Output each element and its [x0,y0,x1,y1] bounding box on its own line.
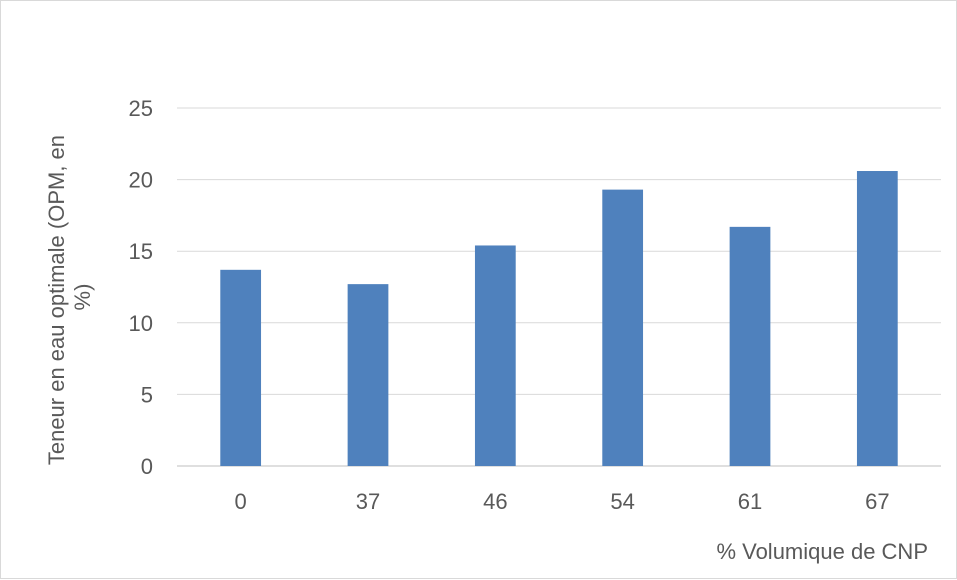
y-tick-label: 5 [141,382,153,407]
y-axis-title-line-1: Teneur en eau optimale (OPM, en [44,135,69,465]
y-tick-labels: 0 5 10 15 20 25 [129,96,153,479]
y-tick-label: 25 [129,96,153,121]
x-tick-label: 54 [610,489,634,514]
bar-54 [602,189,644,466]
y-axis-title-line-2: %) [70,284,95,311]
x-tick-label: 61 [738,489,762,514]
bar-61 [729,226,771,466]
bar-37 [347,284,389,466]
x-tick-labels: 0 37 46 54 61 67 [235,489,890,514]
y-axis-title: Teneur en eau optimale (OPM, en %) [44,129,95,465]
y-tick-label: 10 [129,311,153,336]
y-tick-label: 15 [129,239,153,264]
x-axis-title: % Volumique de CNP [716,539,928,564]
gridlines [177,107,941,467]
bar-46 [474,245,516,466]
x-tick-label: 0 [235,489,247,514]
bar-0 [220,269,262,466]
x-tick-label: 67 [865,489,889,514]
y-tick-label: 0 [141,454,153,479]
x-tick-label: 46 [483,489,507,514]
bar-67 [856,171,898,466]
bars [220,171,898,466]
y-tick-label: 20 [129,168,153,193]
x-tick-label: 37 [356,489,380,514]
